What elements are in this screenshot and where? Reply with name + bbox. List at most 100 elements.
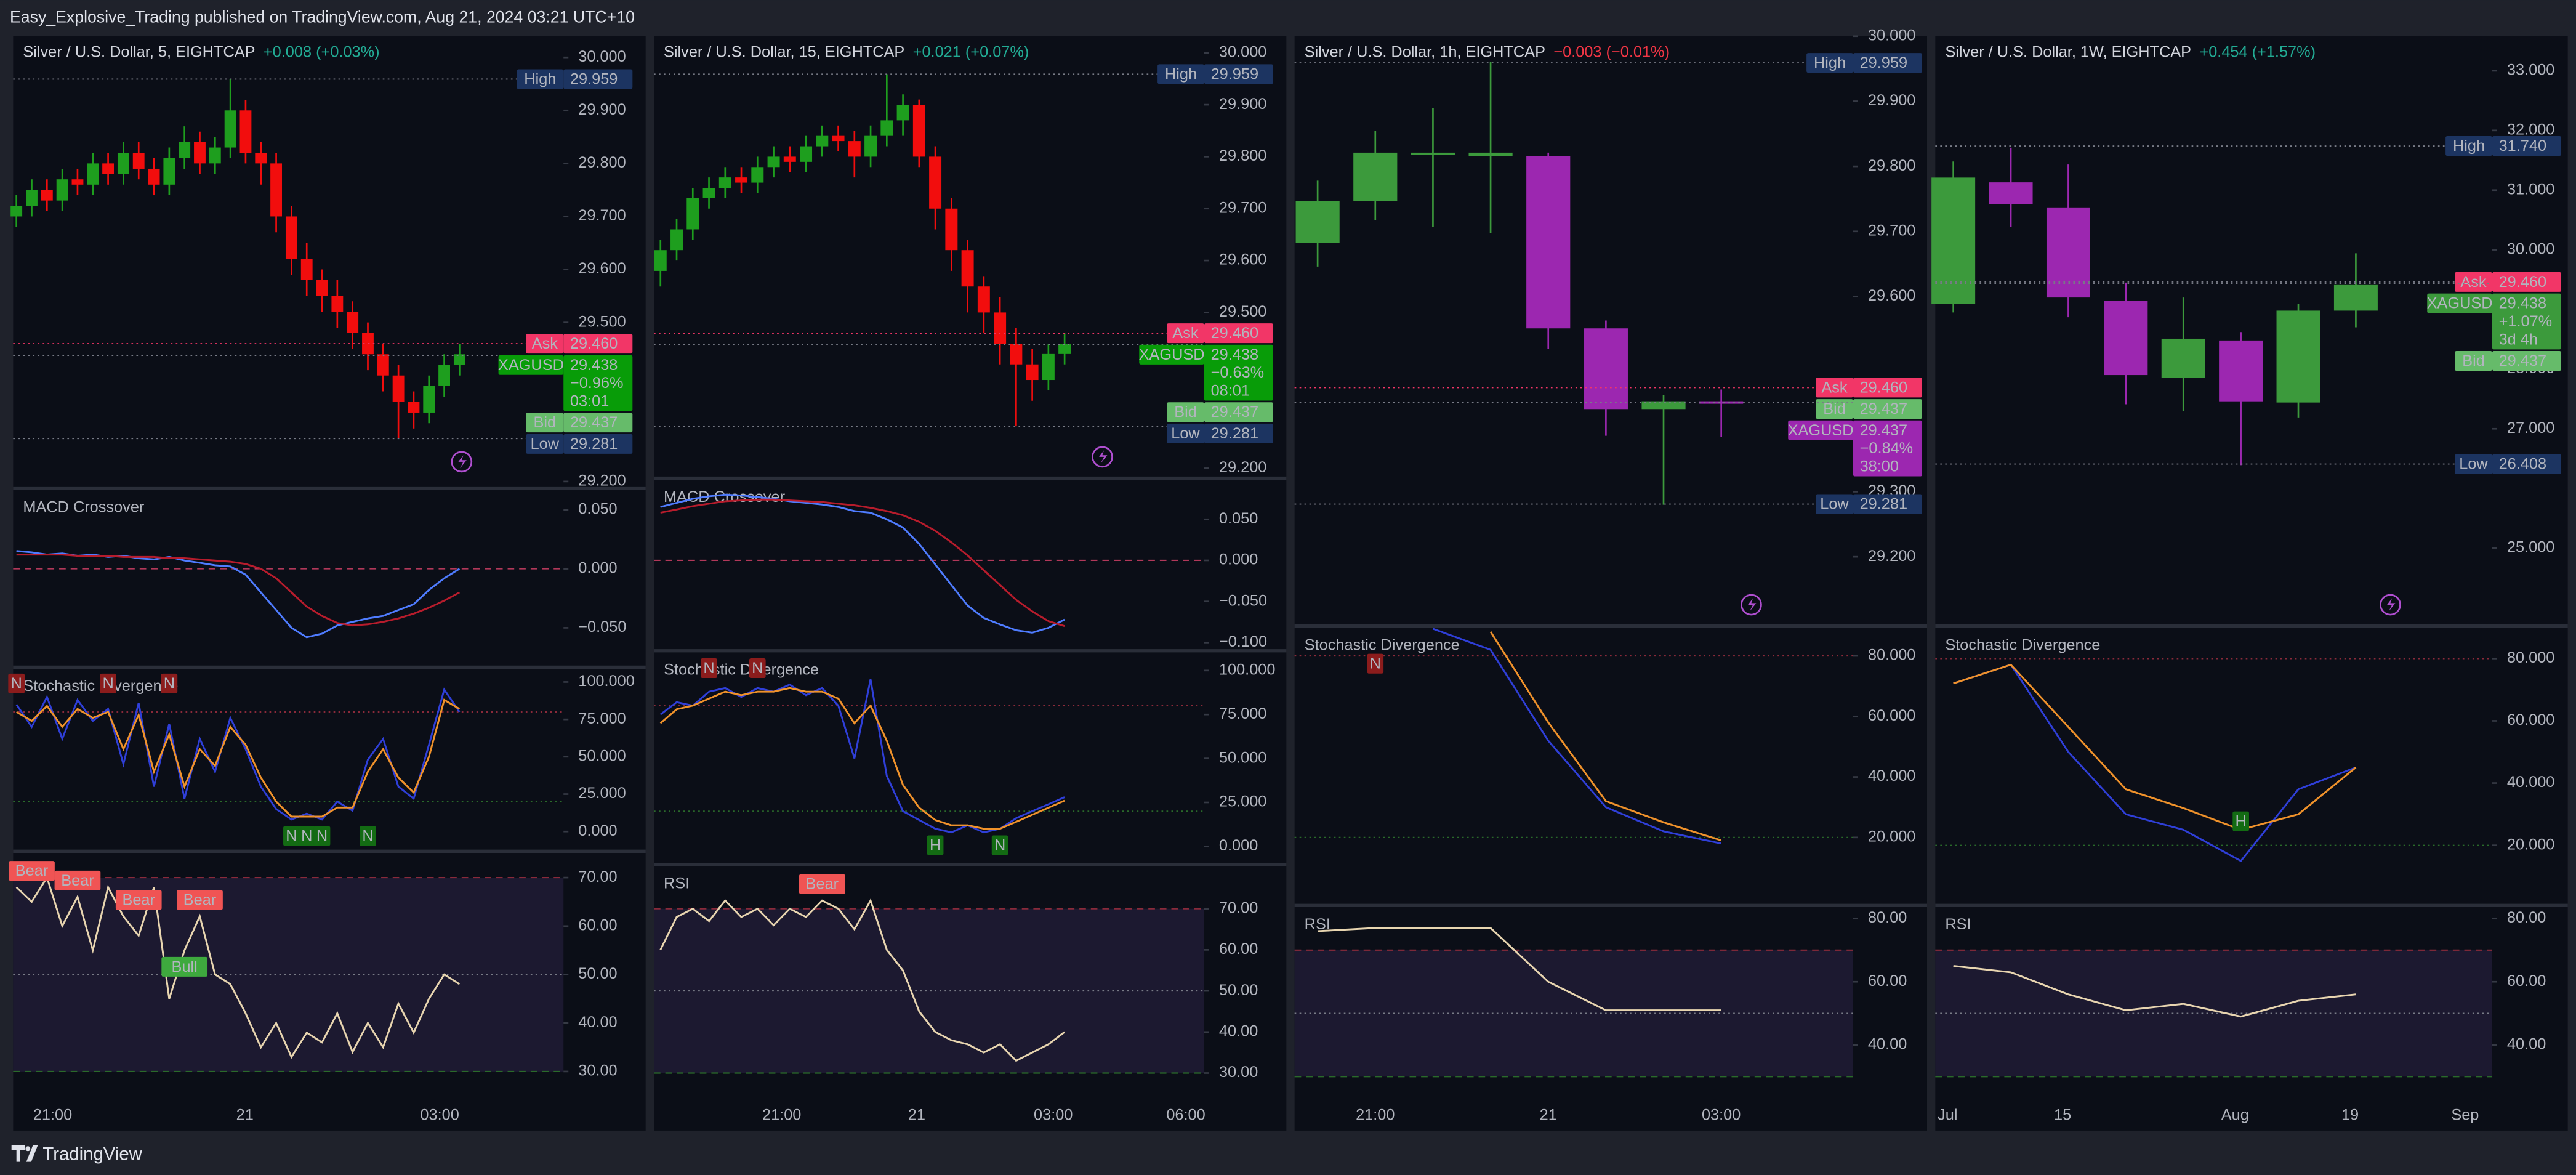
candle-body xyxy=(423,386,435,413)
y-tick-label: 50.00 xyxy=(1219,982,1258,999)
x-tick-label: 21 xyxy=(236,1107,254,1124)
tag-name-box xyxy=(1816,494,1853,514)
tag-name: High xyxy=(2453,137,2485,155)
x-tick-label: 19 xyxy=(2341,1107,2359,1124)
candle-body xyxy=(1353,152,1398,201)
signal-label: N xyxy=(164,675,175,692)
tag-name: XAGUSD xyxy=(2427,295,2493,312)
symbol-title: Silver / U.S. Dollar, 1h, EIGHTCAP xyxy=(1305,43,1545,60)
indicator-line xyxy=(1432,628,1721,845)
tag-value-box xyxy=(1204,323,1273,344)
signal-marker xyxy=(8,673,25,693)
tag-value-box xyxy=(2492,454,2561,474)
candle-body xyxy=(347,312,359,333)
header-text: Easy_Explosive_Trading published on Trad… xyxy=(10,7,635,26)
tag-value-box xyxy=(1853,420,1922,477)
candle-body xyxy=(117,153,129,174)
signal-label: Bear xyxy=(61,872,94,889)
tag-value-box xyxy=(563,355,633,411)
tag-value: 29.959 xyxy=(570,71,618,88)
signal-label: N xyxy=(316,828,328,845)
signal-marker xyxy=(283,826,300,846)
y-tick-label: −0.050 xyxy=(578,618,626,636)
tag-value: 29.460 xyxy=(570,335,618,352)
candle-body xyxy=(300,259,313,280)
tag-value: 29.437 xyxy=(1860,400,1907,418)
candle-body xyxy=(816,135,829,147)
candle-body xyxy=(148,168,160,185)
candle-body xyxy=(1526,156,1571,329)
tag-name-box xyxy=(1816,378,1853,398)
y-tick-label: 29.900 xyxy=(1868,92,1915,109)
candle-body xyxy=(977,286,990,313)
candle-body xyxy=(1295,201,1340,243)
tag-name-box xyxy=(526,434,564,454)
candle-body xyxy=(1058,343,1071,354)
tag-value: 29.281 xyxy=(570,435,618,453)
chart-panel: 29.20029.30029.60029.70029.80029.90030.0… xyxy=(1294,26,1927,1131)
tag-name-box xyxy=(1157,64,1204,84)
tag-value-box xyxy=(2492,350,2561,371)
candle-body xyxy=(929,156,942,209)
candle-body xyxy=(408,402,420,413)
tag-value-box xyxy=(1853,378,1922,398)
y-tick-label: 0.000 xyxy=(1219,551,1258,568)
alert-icon-bolt xyxy=(1748,598,1757,612)
indicator-title: RSI xyxy=(664,874,690,892)
tag-name-box xyxy=(2455,350,2492,371)
y-tick-label: 40.000 xyxy=(2507,773,2554,791)
candle-body xyxy=(87,163,99,185)
y-tick-label: 30.000 xyxy=(1868,26,1915,44)
candle-body xyxy=(2219,340,2263,402)
tag-name-box xyxy=(526,334,564,354)
y-tick-label: 32.000 xyxy=(2507,121,2554,139)
tag-name: Ask xyxy=(2460,273,2487,291)
indicator-line xyxy=(16,554,461,627)
candle-body xyxy=(1584,328,1628,410)
x-tick-label: 03:00 xyxy=(1034,1107,1073,1124)
y-tick-label: 100.000 xyxy=(1219,661,1276,679)
candle-body xyxy=(26,190,38,206)
x-tick-label: 21 xyxy=(908,1107,925,1124)
candle-body xyxy=(239,110,252,153)
x-tick-label: 21:00 xyxy=(1356,1107,1395,1124)
tag-value-box xyxy=(563,413,633,433)
y-tick-label: 70.00 xyxy=(1219,899,1258,916)
signal-marker xyxy=(1367,653,1384,674)
alert-icon xyxy=(1741,594,1762,616)
chart-panel: 29.20029.50029.60029.70029.80029.90030.0… xyxy=(654,36,1287,1131)
candle-body xyxy=(2104,301,2148,376)
chart-panel: 29.20029.50029.60029.70029.80029.90030.0… xyxy=(8,36,646,1131)
tag-name: XAGUSD xyxy=(498,357,564,374)
y-tick-label: 30.00 xyxy=(578,1062,617,1080)
tag-name-box xyxy=(1816,399,1853,419)
tag-name: Ask xyxy=(1172,325,1199,342)
candle-body xyxy=(1641,401,1686,410)
candle-body xyxy=(377,354,389,376)
chart-title: Silver / U.S. Dollar, 1W, EIGHTCAP +0.454… xyxy=(1945,43,2316,60)
y-tick-label: 80.000 xyxy=(2507,649,2554,666)
y-tick-label: 40.000 xyxy=(1868,767,1915,785)
tag-name-box xyxy=(517,69,564,89)
alert-icon-bolt xyxy=(458,455,467,469)
tag-name-box xyxy=(1806,53,1853,73)
candle-body xyxy=(1042,353,1055,381)
signal-marker xyxy=(54,870,101,890)
signal-marker xyxy=(177,890,223,910)
panel-background xyxy=(1294,36,1927,1131)
candle-body xyxy=(316,280,328,296)
tag-value: 26.408 xyxy=(2499,456,2546,473)
tag-value-box xyxy=(1853,494,1922,514)
rsi-band xyxy=(654,908,1204,1073)
signal-label: H xyxy=(930,837,941,854)
tag-name: Low xyxy=(1820,496,1849,513)
tag-value: 29.281 xyxy=(1211,425,1258,442)
candle-body xyxy=(832,135,845,142)
y-tick-label: 30.000 xyxy=(578,48,626,65)
signal-marker xyxy=(927,835,944,855)
tag-value: 31.740 xyxy=(2499,137,2546,155)
y-tick-label: 29.800 xyxy=(578,154,626,171)
y-tick-label: 60.000 xyxy=(2507,711,2554,729)
y-tick-label: 50.000 xyxy=(578,748,626,765)
y-tick-label: 29.200 xyxy=(1868,547,1915,565)
